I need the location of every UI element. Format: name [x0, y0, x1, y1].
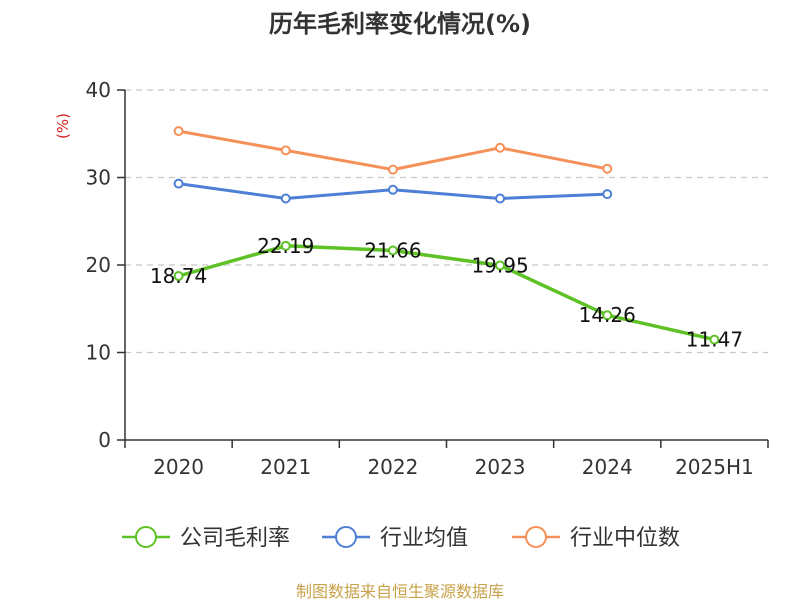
legend-marker [335, 526, 357, 548]
x-tick-label: 2024 [582, 455, 633, 479]
series [173, 126, 720, 345]
data-label: 18.74 [150, 264, 207, 288]
legend-label: 公司毛利率 [180, 526, 290, 551]
data-point [495, 260, 506, 271]
data-point [709, 334, 720, 345]
data-point [495, 193, 506, 204]
x-tick-label: 2021 [260, 455, 311, 479]
data-point [173, 178, 184, 189]
data-point [173, 271, 184, 282]
data-point [495, 142, 506, 153]
x-tick-label: 2025H1 [675, 455, 754, 479]
legend-label: 行业均值 [380, 526, 468, 551]
y-tick-label: 20 [86, 253, 111, 277]
legend-marker [135, 526, 157, 548]
data-label: 19.95 [471, 253, 528, 277]
x-tick-label: 2023 [475, 455, 526, 479]
data-label: 22.19 [257, 234, 314, 258]
data-point [280, 145, 291, 156]
data-label: 11.47 [686, 328, 743, 352]
data-point [280, 240, 291, 251]
data-point [387, 184, 398, 195]
data-point [602, 310, 613, 321]
y-axis-unit-label: (%) [54, 113, 72, 139]
data-labels: 18.74 22.19 21.66 19.95 14.26 11.47 [150, 234, 743, 352]
series-line-0 [178, 244, 715, 342]
grid-lines [125, 89, 768, 354]
data-point [387, 164, 398, 175]
data-point [280, 193, 291, 204]
legend-item-0[interactable]: 公司毛利率 [122, 526, 290, 551]
y-tick-label: 30 [86, 166, 111, 190]
data-point [602, 189, 613, 200]
legend-item-2[interactable]: 行业中位数 [512, 526, 680, 551]
series-line-2 [178, 129, 608, 172]
y-tick-label: 10 [86, 341, 111, 365]
legend[interactable]: 公司毛利率 行业均值 行业中位数 [122, 526, 680, 551]
legend-marker [525, 526, 547, 548]
x-tick-label: 2020 [153, 455, 204, 479]
legend-item-1[interactable]: 行业均值 [322, 526, 468, 551]
data-label: 14.26 [579, 303, 636, 327]
data-point [602, 163, 613, 174]
y-tick-label: 0 [98, 428, 111, 452]
legend-label: 行业中位数 [570, 526, 680, 551]
chart-title: 历年毛利率变化情况(%) [269, 10, 531, 38]
data-point [173, 126, 184, 137]
x-tick-label: 2022 [367, 455, 418, 479]
source-note: 制图数据来自恒生聚源数据库 [295, 582, 504, 601]
y-tick-label: 40 [86, 78, 111, 102]
data-label: 21.66 [364, 238, 421, 262]
data-point [387, 245, 398, 256]
axes: 0 10 20 30 40 2020 2021 2022 2023 2024 2025H1 (%) [54, 78, 769, 479]
